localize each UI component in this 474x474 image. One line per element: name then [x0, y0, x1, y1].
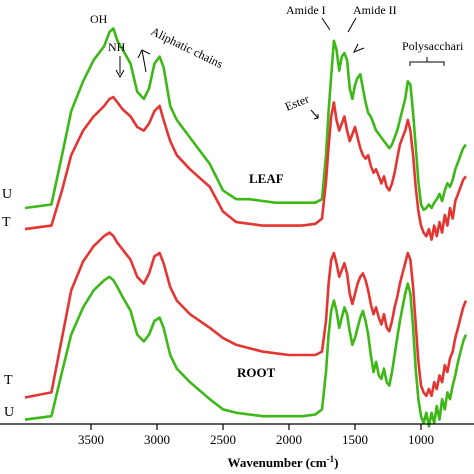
trace-label-root-t: T [4, 373, 13, 388]
x-tick-label-1500: 1500 [342, 432, 368, 447]
series-line-root-u [24, 275, 468, 428]
arrow-ester [310, 109, 319, 120]
panel-label-leaf: LEAF [249, 171, 284, 186]
aliphatic-bracket [137, 49, 151, 73]
annotation-amide-i: Amide I [286, 3, 326, 17]
x-tick-label-3000: 3000 [144, 432, 170, 447]
x-tick-label-2000: 2000 [276, 432, 302, 447]
x-axis-label: Wavenumber (cm-1) [228, 454, 339, 470]
polysaccharide-bracket [409, 57, 445, 66]
arrow-amide-ii-extra [352, 43, 365, 53]
plot-area [24, 27, 468, 428]
trace-label-leaf-t: T [2, 215, 11, 230]
annotation-aliphatic: Aliphatic chains [149, 24, 226, 71]
trace-label-root-u: U [4, 405, 14, 420]
annotation-ester: Ester [283, 92, 311, 114]
annotation-amide-ii: Amide II [353, 3, 397, 17]
annotation-polysaccharides: Polysacchari [402, 39, 464, 53]
x-axis-ticks: 3500 3000 2500 2000 1500 1000 [78, 424, 434, 447]
series-line-root-t [24, 231, 468, 399]
trace-label-leaf-u: U [2, 187, 12, 202]
arrow-nh-head [115, 69, 125, 79]
annotation-nh: NH [108, 40, 126, 54]
series-line-leaf-u [24, 27, 467, 212]
series-line-leaf-t [24, 95, 467, 241]
annotation-oh: OH [90, 12, 108, 26]
arrow-amide-i [321, 17, 331, 31]
panel-label-root: ROOT [237, 365, 276, 380]
x-tick-label-1000: 1000 [408, 432, 434, 447]
arrow-amide-ii [347, 17, 357, 33]
x-tick-label-2500: 2500 [210, 432, 236, 447]
x-tick-label-3500: 3500 [78, 432, 104, 447]
